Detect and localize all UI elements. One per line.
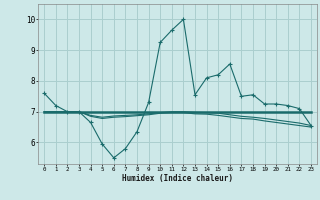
X-axis label: Humidex (Indice chaleur): Humidex (Indice chaleur) [122, 174, 233, 183]
